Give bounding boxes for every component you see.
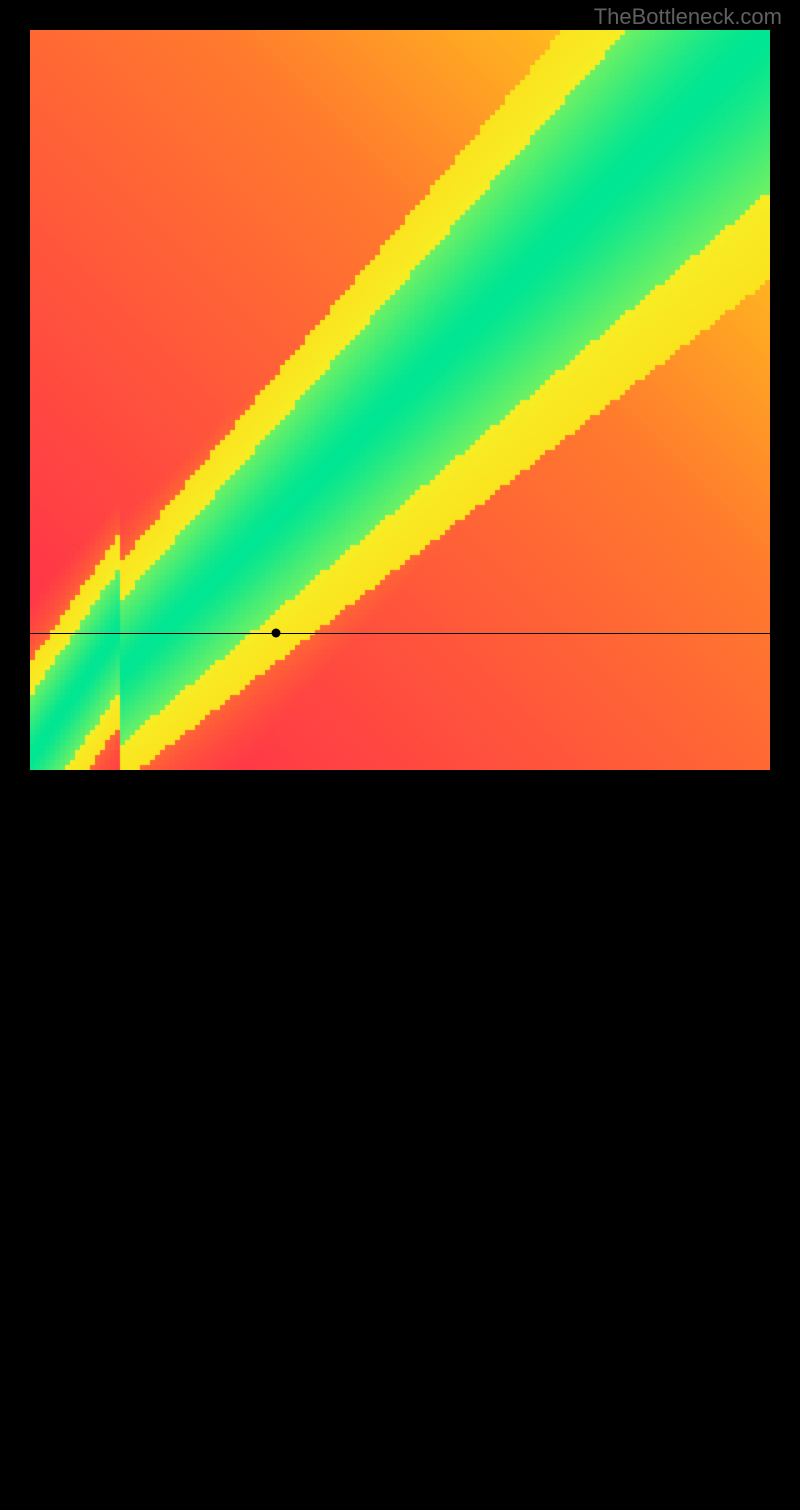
crosshair-vertical — [276, 770, 277, 1510]
watermark-text: TheBottleneck.com — [594, 4, 782, 30]
heatmap-canvas — [30, 30, 770, 770]
heatmap-plot — [30, 30, 770, 770]
